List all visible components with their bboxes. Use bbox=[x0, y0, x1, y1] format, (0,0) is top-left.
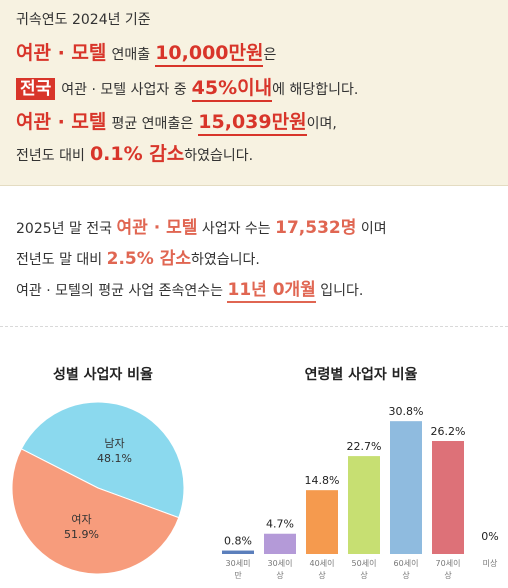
bar-value-label-1: 4.7% bbox=[266, 518, 294, 531]
bar-tick-label-2-1: 상 bbox=[276, 570, 284, 580]
text-duration: 여관 · 모텔의 평균 사업 존속연수는 bbox=[16, 283, 224, 299]
bar-tick-label-2-3: 상 bbox=[360, 570, 368, 580]
bar-tick-label-1: 30세이 bbox=[268, 558, 293, 568]
bar-value-label-2: 14.8% bbox=[305, 474, 340, 487]
text-particle: 은 bbox=[263, 47, 277, 63]
age-chart-title: 연령별 사업자 비율 bbox=[304, 367, 418, 383]
bar-tick-label-4: 60세이 bbox=[394, 558, 419, 568]
bar-tick-label-3: 50세이 bbox=[352, 558, 377, 568]
bar-tick-label-0: 30세미 bbox=[226, 559, 251, 568]
summary-line-3: 여관 · 모텔 평균 연매출은 15,039만원이며, bbox=[16, 107, 337, 136]
pie-slice-0 bbox=[20, 401, 185, 519]
industry-name: 여관 · 모텔 bbox=[16, 42, 107, 64]
text-year-end: 2025년 말 전국 bbox=[16, 221, 113, 237]
bar-tick-label-6: 미상 bbox=[483, 558, 498, 568]
bar-value-label-3: 22.7% bbox=[347, 440, 382, 453]
stats-line-2: 전년도 말 대비 2.5% 감소하였습니다. bbox=[16, 244, 260, 269]
revenue-amount: 10,000만원 bbox=[155, 42, 264, 67]
text-revenue: 연매출 bbox=[111, 47, 151, 63]
text-applies: 에 해당합니다. bbox=[272, 82, 359, 98]
bar-tick-label-2: 40세이 bbox=[310, 558, 335, 568]
percentile: 45%이내 bbox=[191, 77, 273, 102]
text-vs-prev: 전년도 대비 bbox=[16, 148, 85, 164]
bar-5 bbox=[432, 441, 464, 554]
revenue-change: 0.1% 감소 bbox=[89, 143, 185, 165]
text-count: 사업자 수는 bbox=[201, 221, 271, 237]
summary-line-2: 전국 여관 · 모텔 사업자 중 45%이내에 해당합니다. bbox=[16, 73, 359, 102]
stats-line-1: 2025년 말 전국 여관 · 모텔 사업자 수는 17,532명 이며 bbox=[16, 213, 387, 238]
bar-tick-label-2-4: 상 bbox=[402, 570, 410, 580]
text-among: 여관 · 모텔 사업자 중 bbox=[61, 82, 187, 98]
pie-value-label-1: 51.9% bbox=[64, 528, 99, 541]
basis-year: 귀속연도 2024년 기준 bbox=[16, 12, 151, 28]
bar-1 bbox=[264, 533, 296, 554]
text-and-2: 이며 bbox=[360, 221, 387, 237]
text-avg-revenue: 평균 연매출은 bbox=[111, 116, 194, 132]
bar-0 bbox=[222, 550, 254, 554]
bar-tick-label-5: 70세이 bbox=[436, 558, 461, 568]
bar-tick-label-2-2: 상 bbox=[318, 570, 326, 580]
text-done: 하였습니다. bbox=[184, 148, 254, 164]
gender-pie-chart: 남자 48.1% 여자 51.9% bbox=[11, 401, 185, 575]
section-divider bbox=[0, 326, 508, 327]
text-vs-prev-2: 전년도 말 대비 bbox=[16, 252, 103, 268]
bar-value-label-4: 30.8% bbox=[389, 405, 424, 418]
bar-value-label-6: 0% bbox=[481, 530, 498, 543]
bar-value-label-5: 26.2% bbox=[431, 425, 466, 438]
pie-category-label-0: 남자 bbox=[104, 437, 124, 450]
business-duration: 11년 0개월 bbox=[227, 280, 316, 303]
stats-line-3: 여관 · 모텔의 평균 사업 존속연수는 11년 0개월 입니다. bbox=[16, 275, 364, 303]
text-done-2: 하였습니다. bbox=[191, 252, 260, 268]
text-is: 입니다. bbox=[320, 283, 364, 299]
bar-4 bbox=[390, 421, 422, 554]
summary-line-1: 여관 · 모텔 연매출 10,000만원은 bbox=[16, 38, 277, 67]
count-change: 2.5% 감소 bbox=[106, 249, 191, 269]
industry-name-3: 여관 · 모텔 bbox=[116, 218, 198, 238]
business-count: 17,532명 bbox=[275, 218, 357, 238]
industry-name-2: 여관 · 모텔 bbox=[16, 111, 107, 133]
avg-revenue-amount: 15,039만원 bbox=[198, 111, 307, 136]
pie-category-label-1: 여자 bbox=[71, 513, 91, 526]
bar-tick-label-2-5: 상 bbox=[444, 570, 452, 580]
pie-value-label-0: 48.1% bbox=[97, 452, 132, 465]
bar-2 bbox=[306, 490, 338, 554]
bar-value-label-0: 0.8% bbox=[224, 535, 252, 548]
summary-line-4: 전년도 대비 0.1% 감소하였습니다. bbox=[16, 139, 253, 166]
bar-tick-label-2-0: 만 bbox=[234, 571, 242, 580]
bar-3 bbox=[348, 456, 380, 554]
gender-chart-title: 성별 사업자 비율 bbox=[53, 367, 153, 383]
national-badge: 전국 bbox=[16, 78, 56, 100]
text-and: 이며, bbox=[306, 116, 337, 132]
pie-slice-1 bbox=[11, 448, 180, 575]
